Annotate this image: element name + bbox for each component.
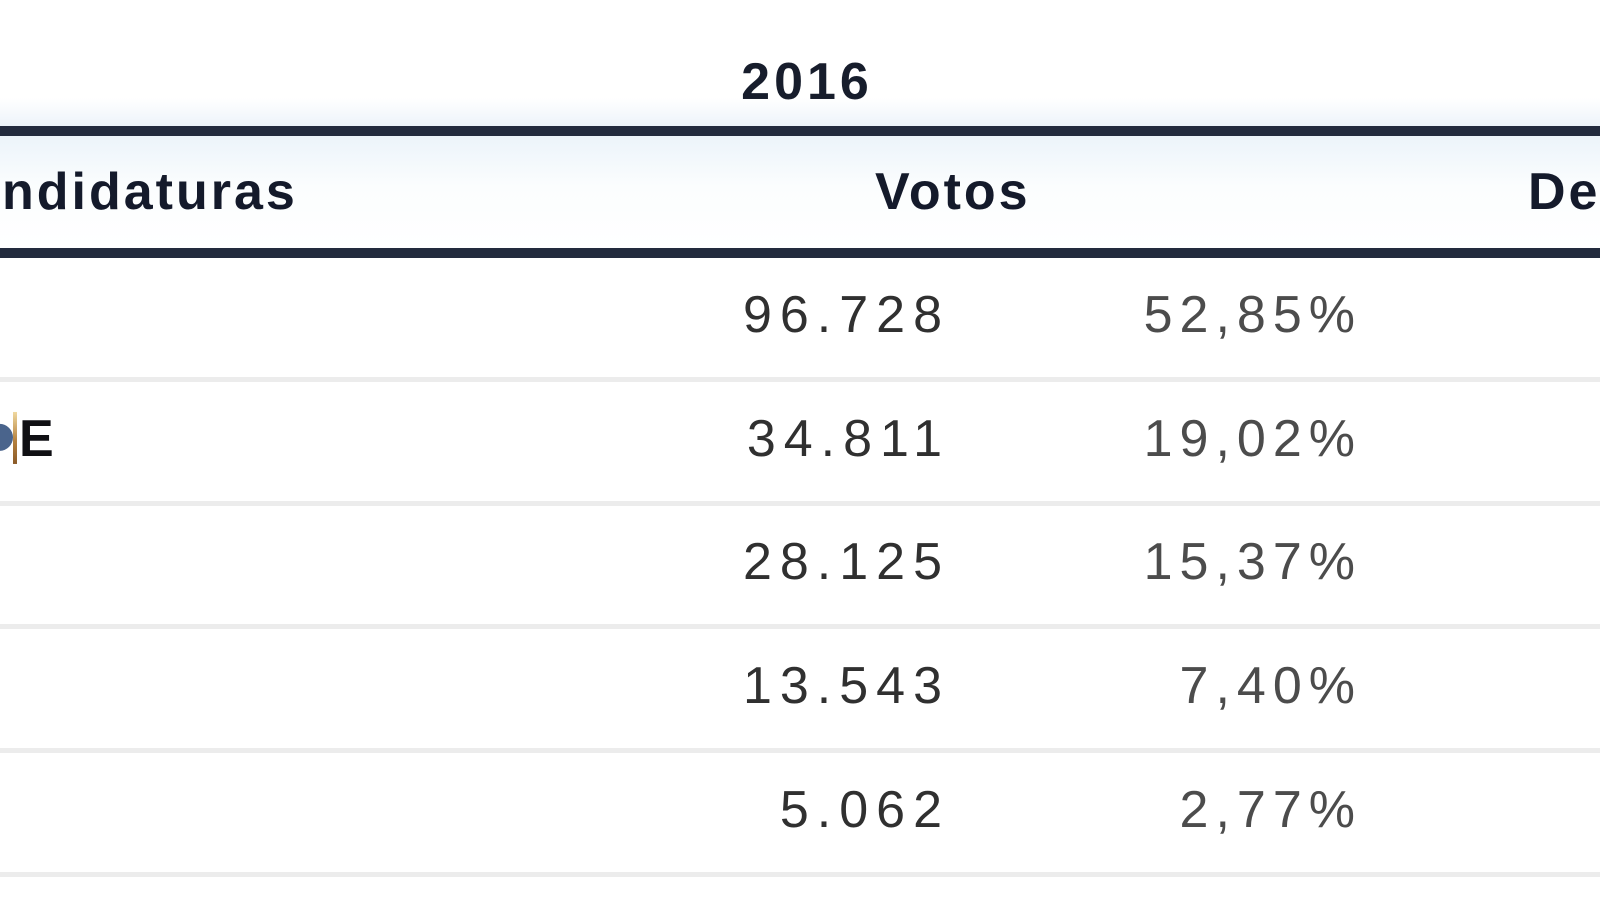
- table-row: 96.728 52,85%: [0, 258, 1600, 382]
- header-top-rule: [0, 126, 1600, 136]
- candidatura-label-fragment: E: [19, 409, 54, 468]
- table-row: 28.125 15,37%: [0, 505, 1600, 630]
- cropped-logo-edge-fragment: [13, 411, 17, 464]
- table-row: 13.543 7,40%: [0, 629, 1600, 754]
- column-header-votos: Votos: [875, 163, 1031, 221]
- table-row: E 34.811 19,02%: [0, 381, 1600, 506]
- table-row: 5.062 2,77%: [0, 753, 1600, 877]
- cropped-party-logo-fragment: [0, 423, 13, 451]
- percent-value: 7,40%: [1179, 657, 1362, 716]
- votes-value: 13.543: [742, 657, 950, 716]
- candidatura-cell: [0, 506, 560, 620]
- candidatura-cell: E: [0, 382, 560, 496]
- table-body: 96.728 52,85% E 34.811 19,02% 28.125 15,…: [0, 258, 1600, 900]
- candidatura-cell: [0, 753, 560, 867]
- table-header-row: ndidaturas Votos De: [0, 136, 1600, 248]
- column-header-deputados: De: [1528, 163, 1600, 221]
- percent-value: 52,85%: [1143, 285, 1362, 344]
- candidatura-cell: [0, 629, 560, 743]
- percent-value: 15,37%: [1143, 533, 1362, 592]
- percent-value: 2,77%: [1179, 781, 1362, 840]
- votes-value: 5.062: [779, 781, 950, 840]
- header-bottom-rule: [0, 248, 1600, 258]
- title-band-tint: [0, 98, 1600, 126]
- candidatura-cell: [0, 258, 560, 372]
- column-header-candidaturas: ndidaturas: [2, 163, 298, 221]
- votes-value: 34.811: [746, 409, 950, 468]
- votes-value: 28.125: [742, 533, 950, 592]
- votes-value: 96.728: [742, 285, 950, 344]
- table-row-partial: [0, 876, 1600, 900]
- percent-value: 19,02%: [1143, 409, 1362, 468]
